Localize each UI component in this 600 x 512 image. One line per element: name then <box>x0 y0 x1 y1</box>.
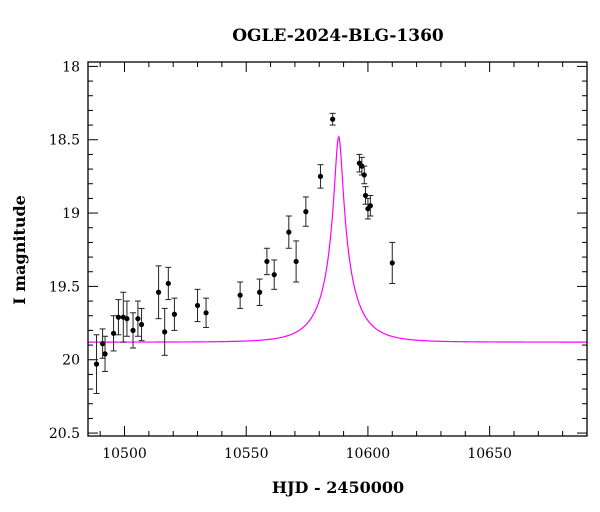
point-marker <box>389 260 395 266</box>
point-marker <box>293 258 299 265</box>
x-tick-label: 10500 <box>102 446 147 462</box>
data-point <box>194 288 201 323</box>
point-marker <box>367 203 373 209</box>
data-point <box>93 334 100 394</box>
data-point <box>110 315 117 352</box>
data-point <box>138 307 145 342</box>
data-point <box>293 240 300 283</box>
data-point <box>317 164 324 189</box>
x-axis-label: HJD - 2450000 <box>272 478 404 497</box>
point-marker <box>264 258 270 265</box>
point-marker <box>102 351 108 357</box>
data-point <box>256 278 263 306</box>
data-point <box>102 335 109 372</box>
data-point <box>285 215 292 249</box>
point-marker <box>317 173 324 179</box>
data-point <box>115 299 122 336</box>
point-marker <box>115 314 122 320</box>
y-tick-label: 18.5 <box>49 133 80 149</box>
point-marker <box>171 311 178 317</box>
point-marker <box>194 302 201 309</box>
point-marker <box>165 280 171 287</box>
y-tick-label: 20.5 <box>49 426 80 442</box>
point-marker <box>237 292 243 298</box>
data-point <box>329 112 336 126</box>
y-tick-label: 19.5 <box>49 279 80 295</box>
point-marker <box>303 209 309 215</box>
data-point <box>302 196 309 227</box>
data-point <box>171 297 178 331</box>
point-marker <box>110 330 117 336</box>
y-tick-label: 19 <box>62 206 80 222</box>
data-point <box>263 247 270 276</box>
point-marker <box>203 310 209 316</box>
y-tick-label: 20 <box>62 353 80 369</box>
point-marker <box>100 341 106 347</box>
x-tick-label: 10550 <box>224 446 269 462</box>
data-point <box>389 241 396 284</box>
point-marker <box>138 321 145 328</box>
data-point <box>130 312 137 349</box>
data-point <box>367 194 374 217</box>
point-marker <box>135 316 141 322</box>
axis-tick-labels: 10500 10550 10600 10650 18 18.5 19 19.5 20 20.5 <box>49 59 512 462</box>
point-marker <box>361 172 367 178</box>
y-axis-label: I magnitude <box>10 195 29 305</box>
data-point <box>203 297 210 328</box>
data-point <box>161 307 168 356</box>
axis-ticks <box>88 62 588 436</box>
plot-frame <box>87 61 588 437</box>
x-tick-label: 10650 <box>467 446 512 462</box>
data-point <box>271 259 278 290</box>
point-marker <box>124 316 130 322</box>
data-point <box>361 165 368 185</box>
point-marker <box>271 272 277 278</box>
point-marker <box>257 289 263 295</box>
y-tick-label: 18 <box>62 59 80 75</box>
chart-title: OGLE-2024-BLG-1360 <box>232 26 444 46</box>
point-marker <box>330 116 336 122</box>
x-tick-label: 10600 <box>346 446 391 462</box>
point-marker <box>162 329 168 335</box>
model-curve <box>88 135 587 343</box>
point-marker <box>286 229 292 235</box>
point-marker <box>362 192 369 199</box>
data-points <box>93 112 396 394</box>
data-point <box>134 300 141 337</box>
data-point <box>123 300 130 337</box>
data-point <box>237 281 244 309</box>
data-point <box>165 266 172 301</box>
data-point <box>155 265 162 320</box>
point-marker <box>130 327 136 333</box>
point-marker <box>93 361 100 367</box>
point-marker <box>155 289 162 295</box>
